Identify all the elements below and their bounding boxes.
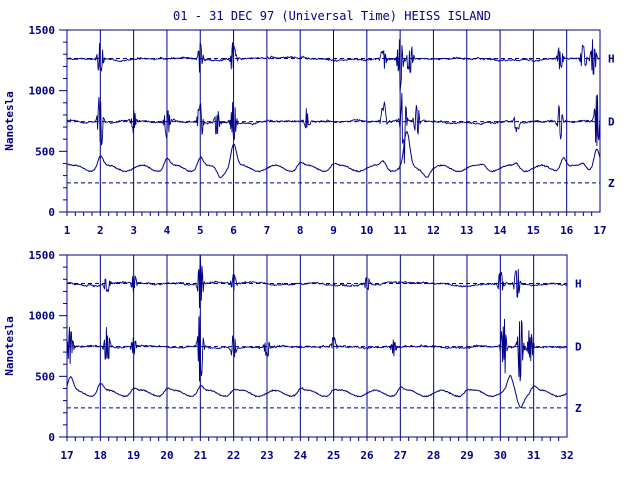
x-tick-label: 15 <box>527 224 540 237</box>
y-axis-label: Nanotesla <box>3 316 16 376</box>
x-tick-label: 5 <box>197 224 204 237</box>
series-Z-line <box>66 374 568 408</box>
x-tick-label: 31 <box>527 449 541 462</box>
series-Z-label: Z <box>608 177 615 190</box>
x-tick-label: 24 <box>294 449 308 462</box>
chart-title: 01 - 31 DEC 97 (Universal Time) HEISS IS… <box>173 9 491 23</box>
y-tick-label: 1500 <box>29 249 56 262</box>
x-tick-label: 10 <box>360 224 373 237</box>
series-H-line <box>67 254 568 309</box>
x-tick-label: 11 <box>394 224 408 237</box>
y-tick-label: 1000 <box>29 85 56 98</box>
series-H-label: H <box>575 278 582 291</box>
series-D-label: D <box>608 116 615 129</box>
y-tick-label: 500 <box>35 145 55 158</box>
series-D-label: D <box>575 341 582 354</box>
y-tick-label: 500 <box>35 370 55 383</box>
y-tick-label: 0 <box>48 431 55 444</box>
panel-days-1-17: 1 2 3 4 5 6 7 8 9 10 11 12 13 14 15 16 17050010001500Nan… <box>3 24 615 237</box>
series-D-line <box>66 92 601 164</box>
x-tick-label: 14 <box>493 224 507 237</box>
series-H-label: H <box>608 53 615 66</box>
x-tick-label: 2 <box>97 224 104 237</box>
x-tick-label: 3 <box>130 224 137 237</box>
x-tick-label: 25 <box>327 449 340 462</box>
panel-days-17-32: 17 18 19 20 21 22 23 24 25 26 27 28 29 30 31 32 0 500 1000… <box>3 249 582 462</box>
x-tick-label: 17 <box>593 224 606 237</box>
x-tick-label: 9 <box>330 224 337 237</box>
x-tick-label: 23 <box>260 449 273 462</box>
x-tick-label: 26 <box>360 449 374 462</box>
series-Z-line <box>66 131 601 179</box>
y-tick-label: 1500 <box>29 24 56 37</box>
x-tick-label: 18 <box>94 449 107 462</box>
x-tick-label: 8 <box>297 224 304 237</box>
x-tick-label: 21 <box>194 449 208 462</box>
x-tick-label: 16 <box>560 224 574 237</box>
series-H-line <box>66 39 601 92</box>
x-tick-label: 28 <box>427 449 440 462</box>
x-tick-label: 17 <box>60 449 73 462</box>
series-Z-label: Z <box>575 402 582 415</box>
x-tick-label: 32 <box>560 449 573 462</box>
x-tick-label: 19 <box>127 449 140 462</box>
x-tick-label: 12 <box>427 224 440 237</box>
x-tick-label: 22 <box>227 449 240 462</box>
x-tick-label: 4 <box>164 224 171 237</box>
x-tick-label: 13 <box>460 224 473 237</box>
y-tick-label: 0 <box>48 206 55 219</box>
y-tick-label: 1000 <box>29 310 56 323</box>
x-tick-label: 6 <box>230 224 237 237</box>
x-tick-label: 30 <box>494 449 507 462</box>
y-axis-label: Nanotesla <box>3 91 16 151</box>
series-D-line <box>66 314 568 382</box>
x-tick-label: 20 <box>160 449 173 462</box>
x-tick-label: 7 <box>264 224 271 237</box>
x-tick-label: 1 <box>64 224 71 237</box>
x-tick-label: 29 <box>460 449 473 462</box>
x-tick-label: 27 <box>394 449 407 462</box>
